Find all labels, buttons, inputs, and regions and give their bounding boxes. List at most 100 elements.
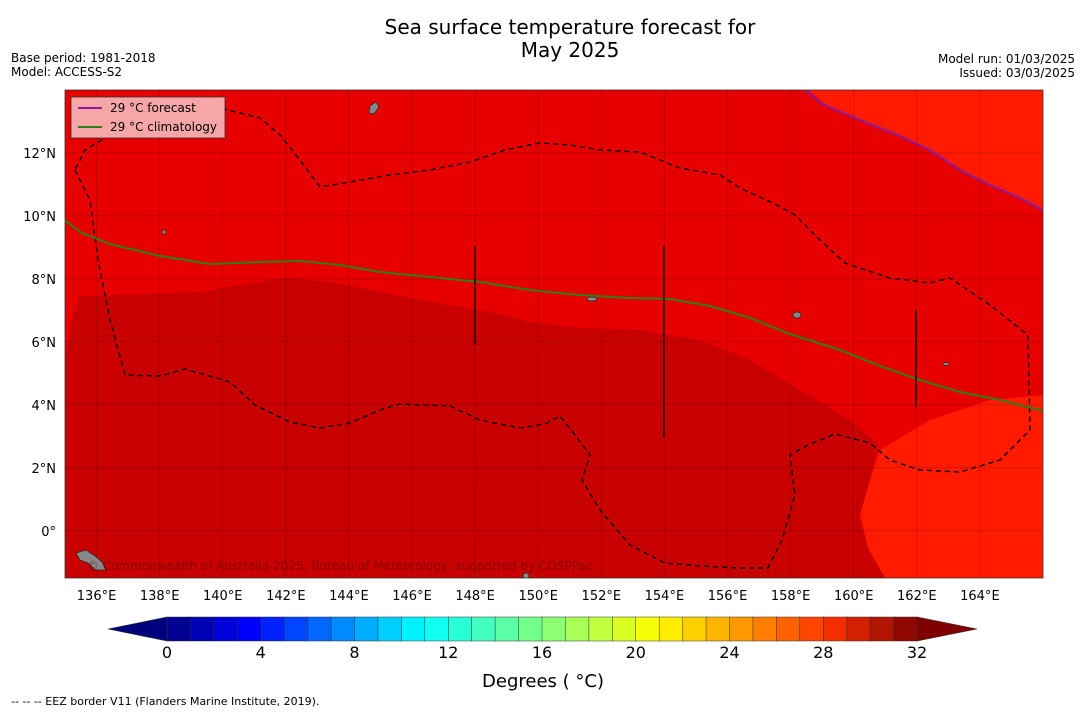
map-legend: 29 °C forecast 29 °C climatology (70, 96, 226, 139)
lon-tick-label: 156°E (708, 589, 748, 604)
colorbar-bin (612, 616, 637, 642)
legend-box (70, 96, 226, 139)
island (792, 311, 802, 319)
colorbar-bin (658, 616, 684, 642)
colorbar-bin (869, 616, 895, 642)
longitude-tick-labels: 136°E 138°E 140°E 142°E 144°E 146°E 148°E 150°E… (77, 589, 1000, 604)
colorbar-bin (565, 616, 590, 642)
colorbar-over-arrow (916, 616, 978, 642)
lon-tick-label: 162°E (897, 589, 937, 604)
colorbar-bin (424, 616, 449, 642)
model-run-label: Model run: 01/03/2025 (937, 52, 1075, 66)
lon-tick-label: 144°E (329, 589, 369, 604)
colorbar-bin (823, 616, 848, 642)
colorbar-bin (541, 616, 566, 642)
colorbar-bin (799, 616, 824, 642)
issued-label: Issued: 03/03/2025 (959, 66, 1075, 80)
lon-tick-label: 158°E (771, 589, 811, 604)
colorbar-bin (494, 616, 520, 642)
island (522, 572, 530, 578)
colorbar-bin (213, 616, 238, 642)
colorbar-tick-labels: 0 4 8 12 16 20 24 28 32 (162, 643, 927, 662)
colorbar-bin (705, 616, 731, 642)
colorbar-bin (729, 616, 754, 642)
colorbar-tick-label: 20 (626, 643, 646, 662)
colorbar-bin (307, 616, 332, 642)
lon-tick-label: 148°E (455, 589, 495, 604)
island (161, 229, 167, 235)
colorbar-bin (448, 616, 473, 642)
colorbar-bin (283, 616, 309, 642)
lat-tick-label: 12°N (23, 147, 56, 162)
colorbar-tick-label: 28 (813, 643, 833, 662)
island (368, 101, 380, 115)
colorbar-bin (635, 616, 660, 642)
lon-tick-label: 150°E (518, 589, 558, 604)
colorbar-bin (518, 616, 543, 642)
eez-border-line (74, 102, 1031, 569)
sst-field-30-31 (65, 278, 885, 578)
lon-tick-label: 160°E (834, 589, 874, 604)
lat-tick-label: 2°N (32, 462, 57, 477)
colorbar-bin (893, 616, 918, 642)
colorbar-tick-label: 4 (256, 643, 266, 662)
chart-title-line-1: Sea surface temperature forecast for (384, 15, 756, 39)
lon-tick-label: 152°E (582, 589, 622, 604)
chart-title-line-2: May 2025 (520, 38, 620, 62)
colorbar-tick-label: 24 (719, 643, 739, 662)
colorbar-bin (682, 616, 707, 642)
lat-tick-label: 6°N (32, 336, 57, 351)
legend-forecast-label: 29 °C forecast (110, 101, 196, 115)
colorbar-title: Degrees ( °C) (482, 671, 604, 692)
sst-field-28-29-south (860, 395, 1043, 578)
colorbar-bin (237, 616, 262, 642)
lon-tick-label: 140°E (203, 589, 243, 604)
island (75, 549, 107, 571)
colorbar-bin (260, 616, 285, 642)
land-islands (75, 101, 950, 578)
latitude-tick-labels: 0° 2°N 4°N 6°N 8°N 10°N 12°N (23, 147, 56, 540)
colorbar-bin (846, 616, 871, 642)
lon-tick-label: 164°E (960, 589, 1000, 604)
sst-field-28-29 (808, 90, 1043, 210)
colorbar-bin (401, 616, 426, 642)
forecast-29c-contour (804, 90, 1043, 211)
model-label: Model: ACCESS-S2 (11, 65, 123, 79)
colorbar-bin (471, 616, 496, 642)
colorbar-tick-label: 32 (907, 643, 927, 662)
copyright-credit: © Commonwealth of Australia 2025, Bureau… (87, 559, 592, 573)
colorbar (107, 616, 978, 642)
colorbar-tick-label: 8 (349, 643, 359, 662)
base-period-label: Base period: 1981-2018 (11, 51, 156, 65)
colorbar-bin (330, 616, 356, 642)
colorbar-under-arrow (107, 616, 168, 642)
map-frame (64, 89, 1044, 579)
colorbar-bin (166, 616, 191, 642)
island (942, 362, 950, 366)
lat-tick-label: 8°N (32, 273, 57, 288)
lon-tick-label: 136°E (77, 589, 117, 604)
climatology-29c-contour (65, 219, 1043, 412)
lat-tick-label: 10°N (23, 210, 56, 225)
colorbar-bin (588, 616, 613, 642)
eez-footnote: -- -- -- EEZ border V11 (Flanders Marine… (11, 695, 320, 708)
legend-climatology-label: 29 °C climatology (110, 120, 217, 134)
colorbar-tick-label: 12 (438, 643, 458, 662)
colorbar-tick-label: 0 (162, 643, 172, 662)
lon-tick-label: 154°E (645, 589, 685, 604)
map-panel: © Commonwealth of Australia 2025, Bureau… (65, 90, 1043, 578)
gridlines (65, 90, 1043, 578)
lon-tick-label: 142°E (266, 589, 306, 604)
island (586, 296, 598, 302)
colorbar-bin (354, 616, 379, 642)
lat-tick-label: 4°N (32, 399, 57, 414)
lon-tick-label: 138°E (140, 589, 180, 604)
colorbar-bin (190, 616, 215, 642)
lat-tick-label: 0° (41, 525, 56, 540)
colorbar-bin (377, 616, 402, 642)
colorbar-tick-label: 16 (532, 643, 552, 662)
lon-tick-label: 146°E (392, 589, 432, 604)
colorbar-bin (776, 616, 801, 642)
artifact-lines (474, 246, 917, 438)
